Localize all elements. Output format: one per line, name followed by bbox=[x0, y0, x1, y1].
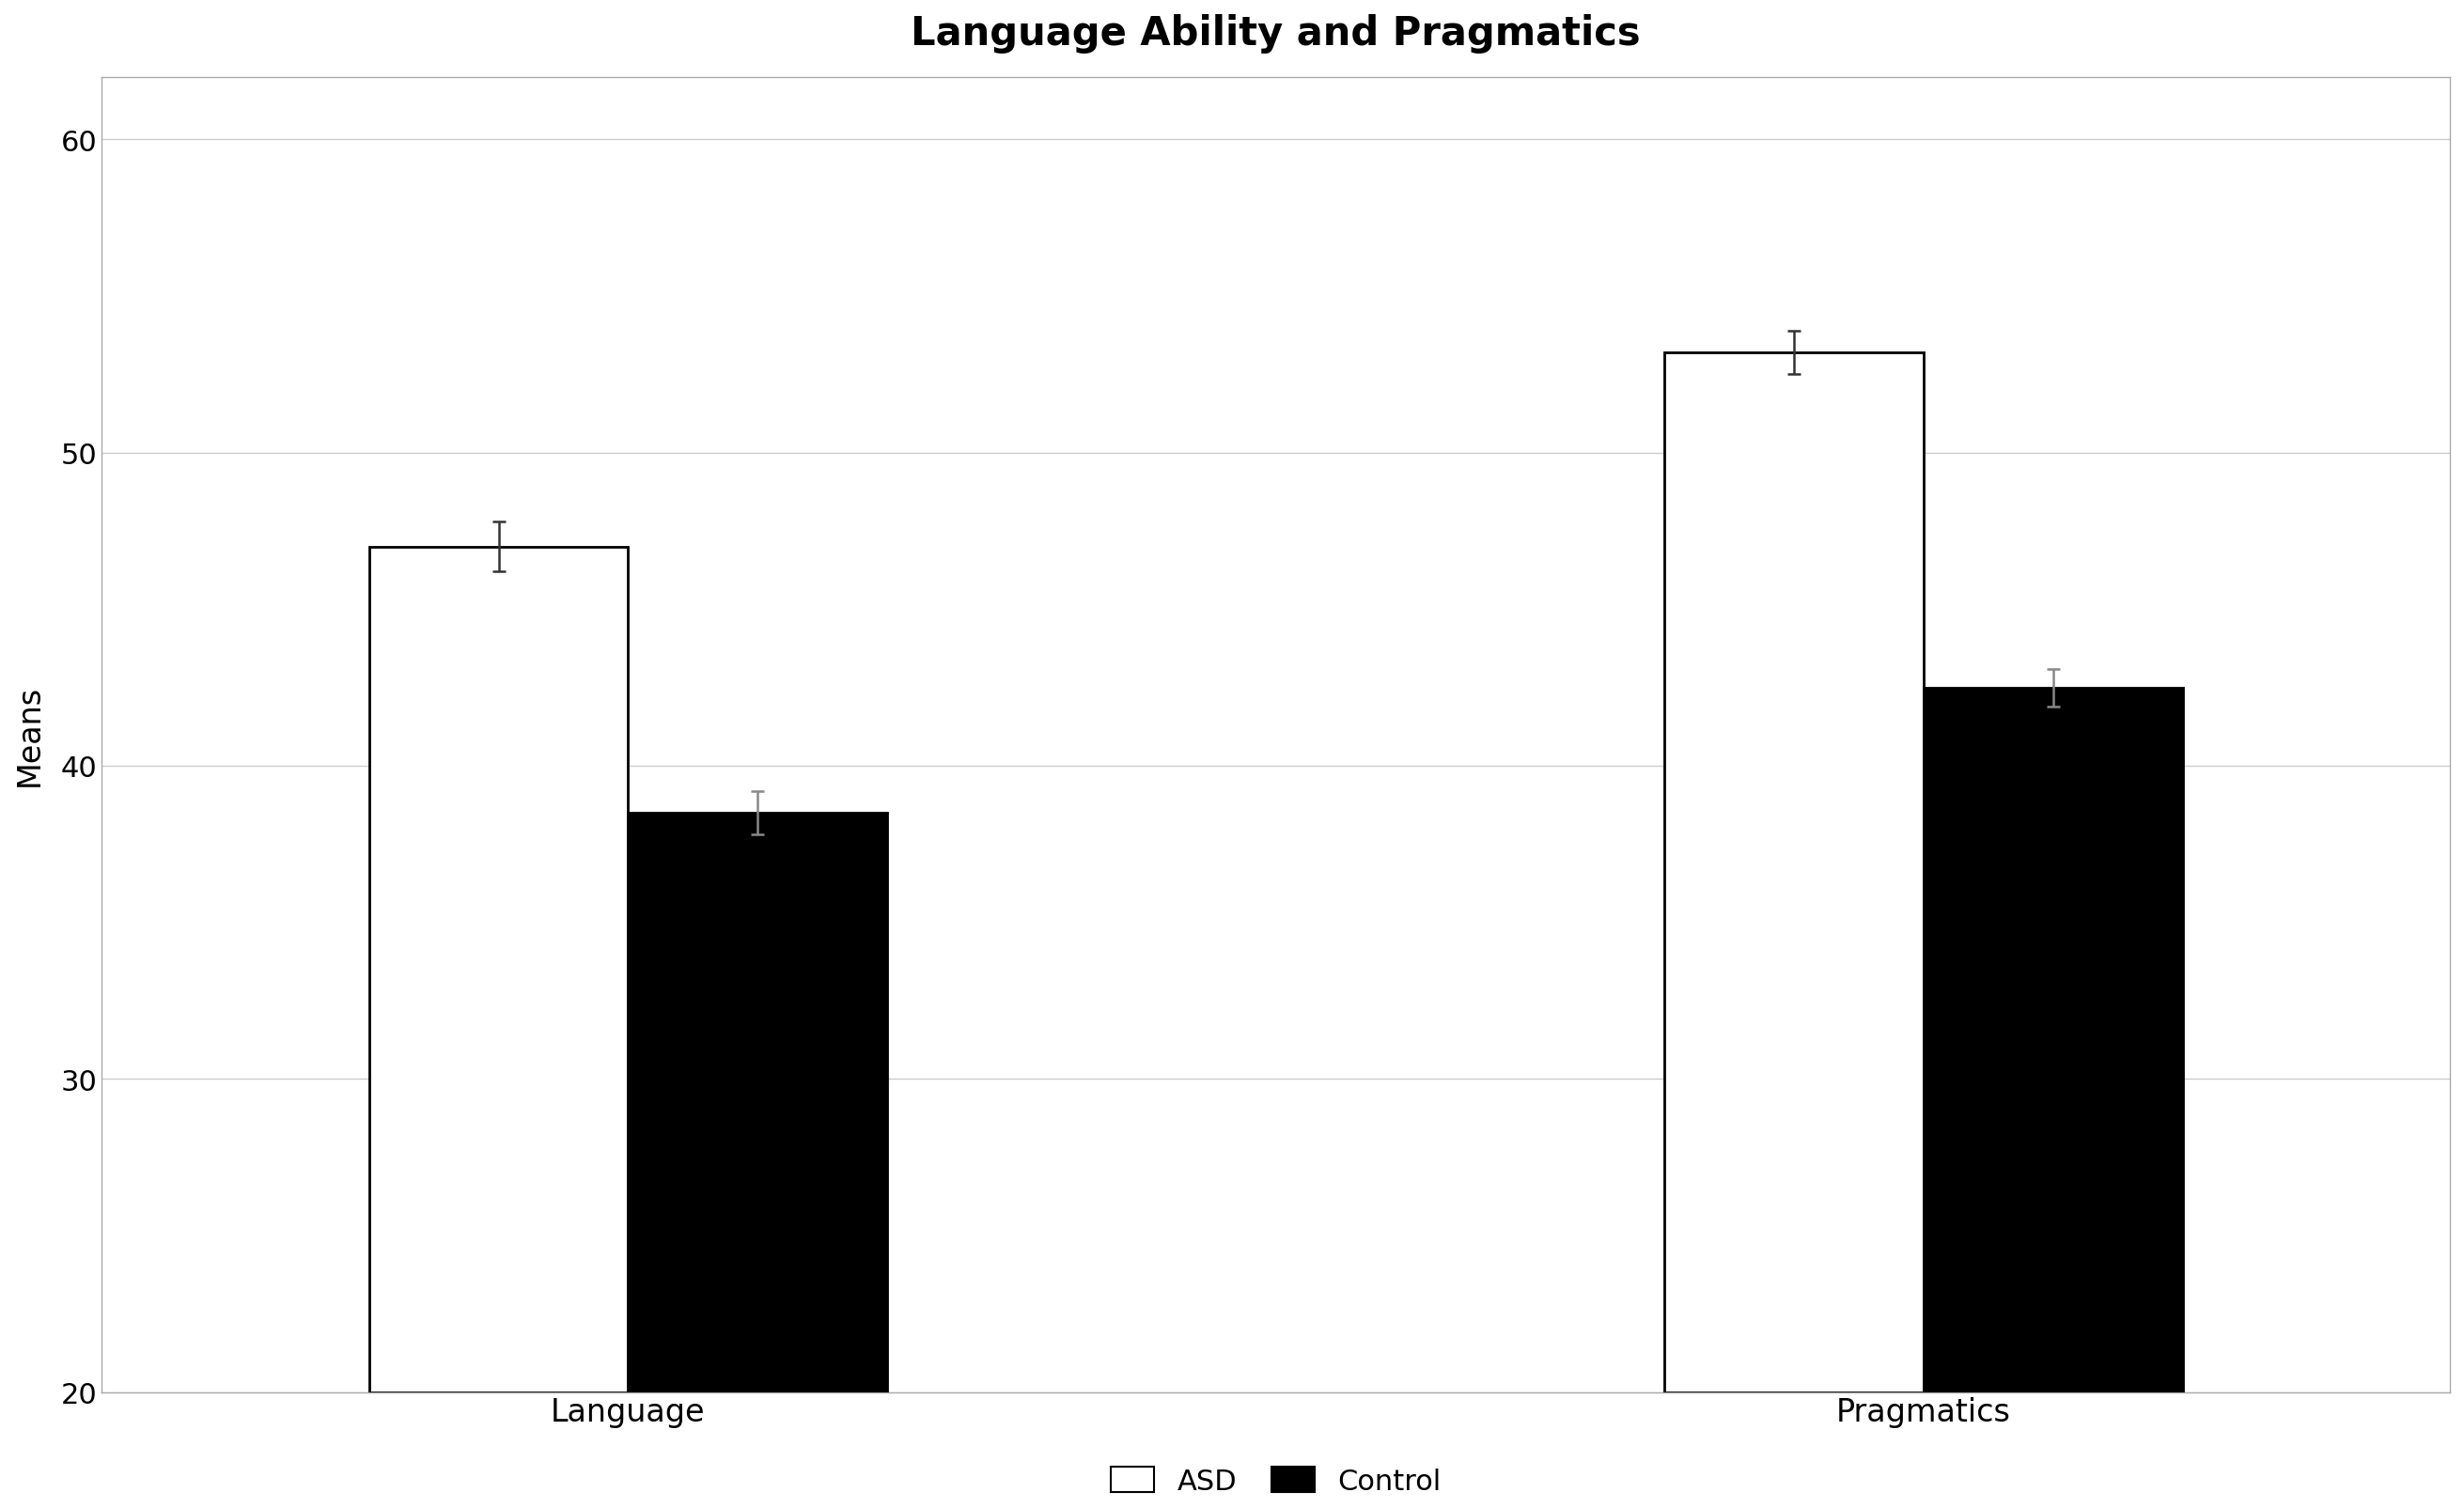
Title: Language Ability and Pragmatics: Language Ability and Pragmatics bbox=[912, 14, 1641, 53]
Bar bbox=[1924, 688, 2183, 1392]
Bar bbox=[628, 813, 887, 1392]
Bar bbox=[370, 547, 628, 1392]
Bar bbox=[1666, 353, 1924, 1392]
Legend: ASD, Control: ASD, Control bbox=[1096, 1452, 1456, 1508]
Y-axis label: Means: Means bbox=[15, 685, 44, 786]
